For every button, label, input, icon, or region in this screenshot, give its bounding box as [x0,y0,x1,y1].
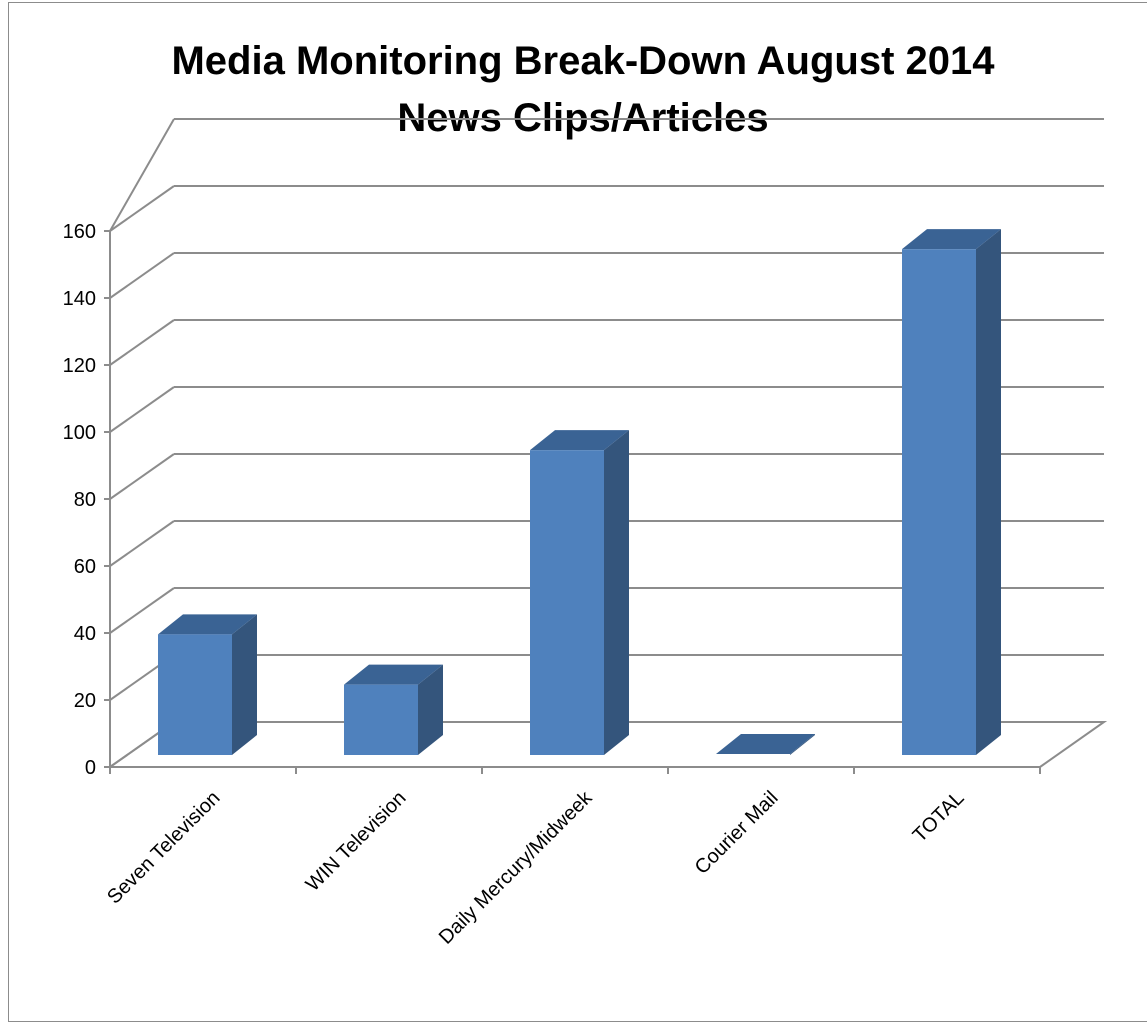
bar [530,430,629,755]
bar [716,734,815,755]
x-tick-label: Courier Mail [691,787,783,879]
y-tick-label: 20 [74,690,96,712]
bar [902,229,1001,755]
x-tick-label: Seven Television [103,787,224,908]
gridline-diagonal [109,319,175,366]
bar-side [418,664,443,755]
bar-front [530,450,604,755]
bar [158,614,257,755]
gridline-diagonal [109,587,175,634]
bar-top [530,430,629,451]
y-tick-label: 80 [74,489,96,511]
y-tick-label: 100 [63,422,96,444]
bar-side [604,430,629,755]
bar-side [232,614,257,755]
gridline-diagonal [109,520,175,567]
bar-front [902,249,976,755]
bar [344,664,443,755]
gridline-diagonal [109,386,175,433]
x-tick-label: TOTAL [909,787,969,847]
gridline-diagonal [109,252,175,299]
gridline-diagonal [109,185,175,232]
y-tick-label: 140 [63,288,96,310]
bar-side [976,229,1001,755]
gridline-diagonal [109,118,175,232]
bar-top [344,664,443,685]
y-tick-label: 40 [74,623,96,645]
chart-title: Media Monitoring Break-Down August 2014 [171,39,995,83]
y-tick-label: 60 [74,556,96,578]
bar-top [716,734,815,754]
bars [158,229,1001,755]
axes [104,230,1041,774]
bar-front [158,634,232,755]
axis-labels: 0 20 40 60 80 100 120 140 160 Seven Television WIN… [63,221,969,949]
y-tick-label: 120 [63,355,96,377]
y-tick-label: 160 [63,221,96,243]
gridline-diagonal [109,453,175,500]
x-tick-label: WIN Television [302,787,411,896]
bar-top [158,614,257,635]
bar-front [344,684,418,755]
bar-top [902,229,1001,250]
y-tick-label: 0 [85,757,96,779]
bar-side [790,734,815,755]
x-tick-label: Daily Mercury/Midweek [435,786,597,948]
